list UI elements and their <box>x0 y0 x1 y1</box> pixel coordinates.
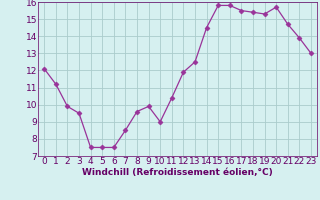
X-axis label: Windchill (Refroidissement éolien,°C): Windchill (Refroidissement éolien,°C) <box>82 168 273 177</box>
